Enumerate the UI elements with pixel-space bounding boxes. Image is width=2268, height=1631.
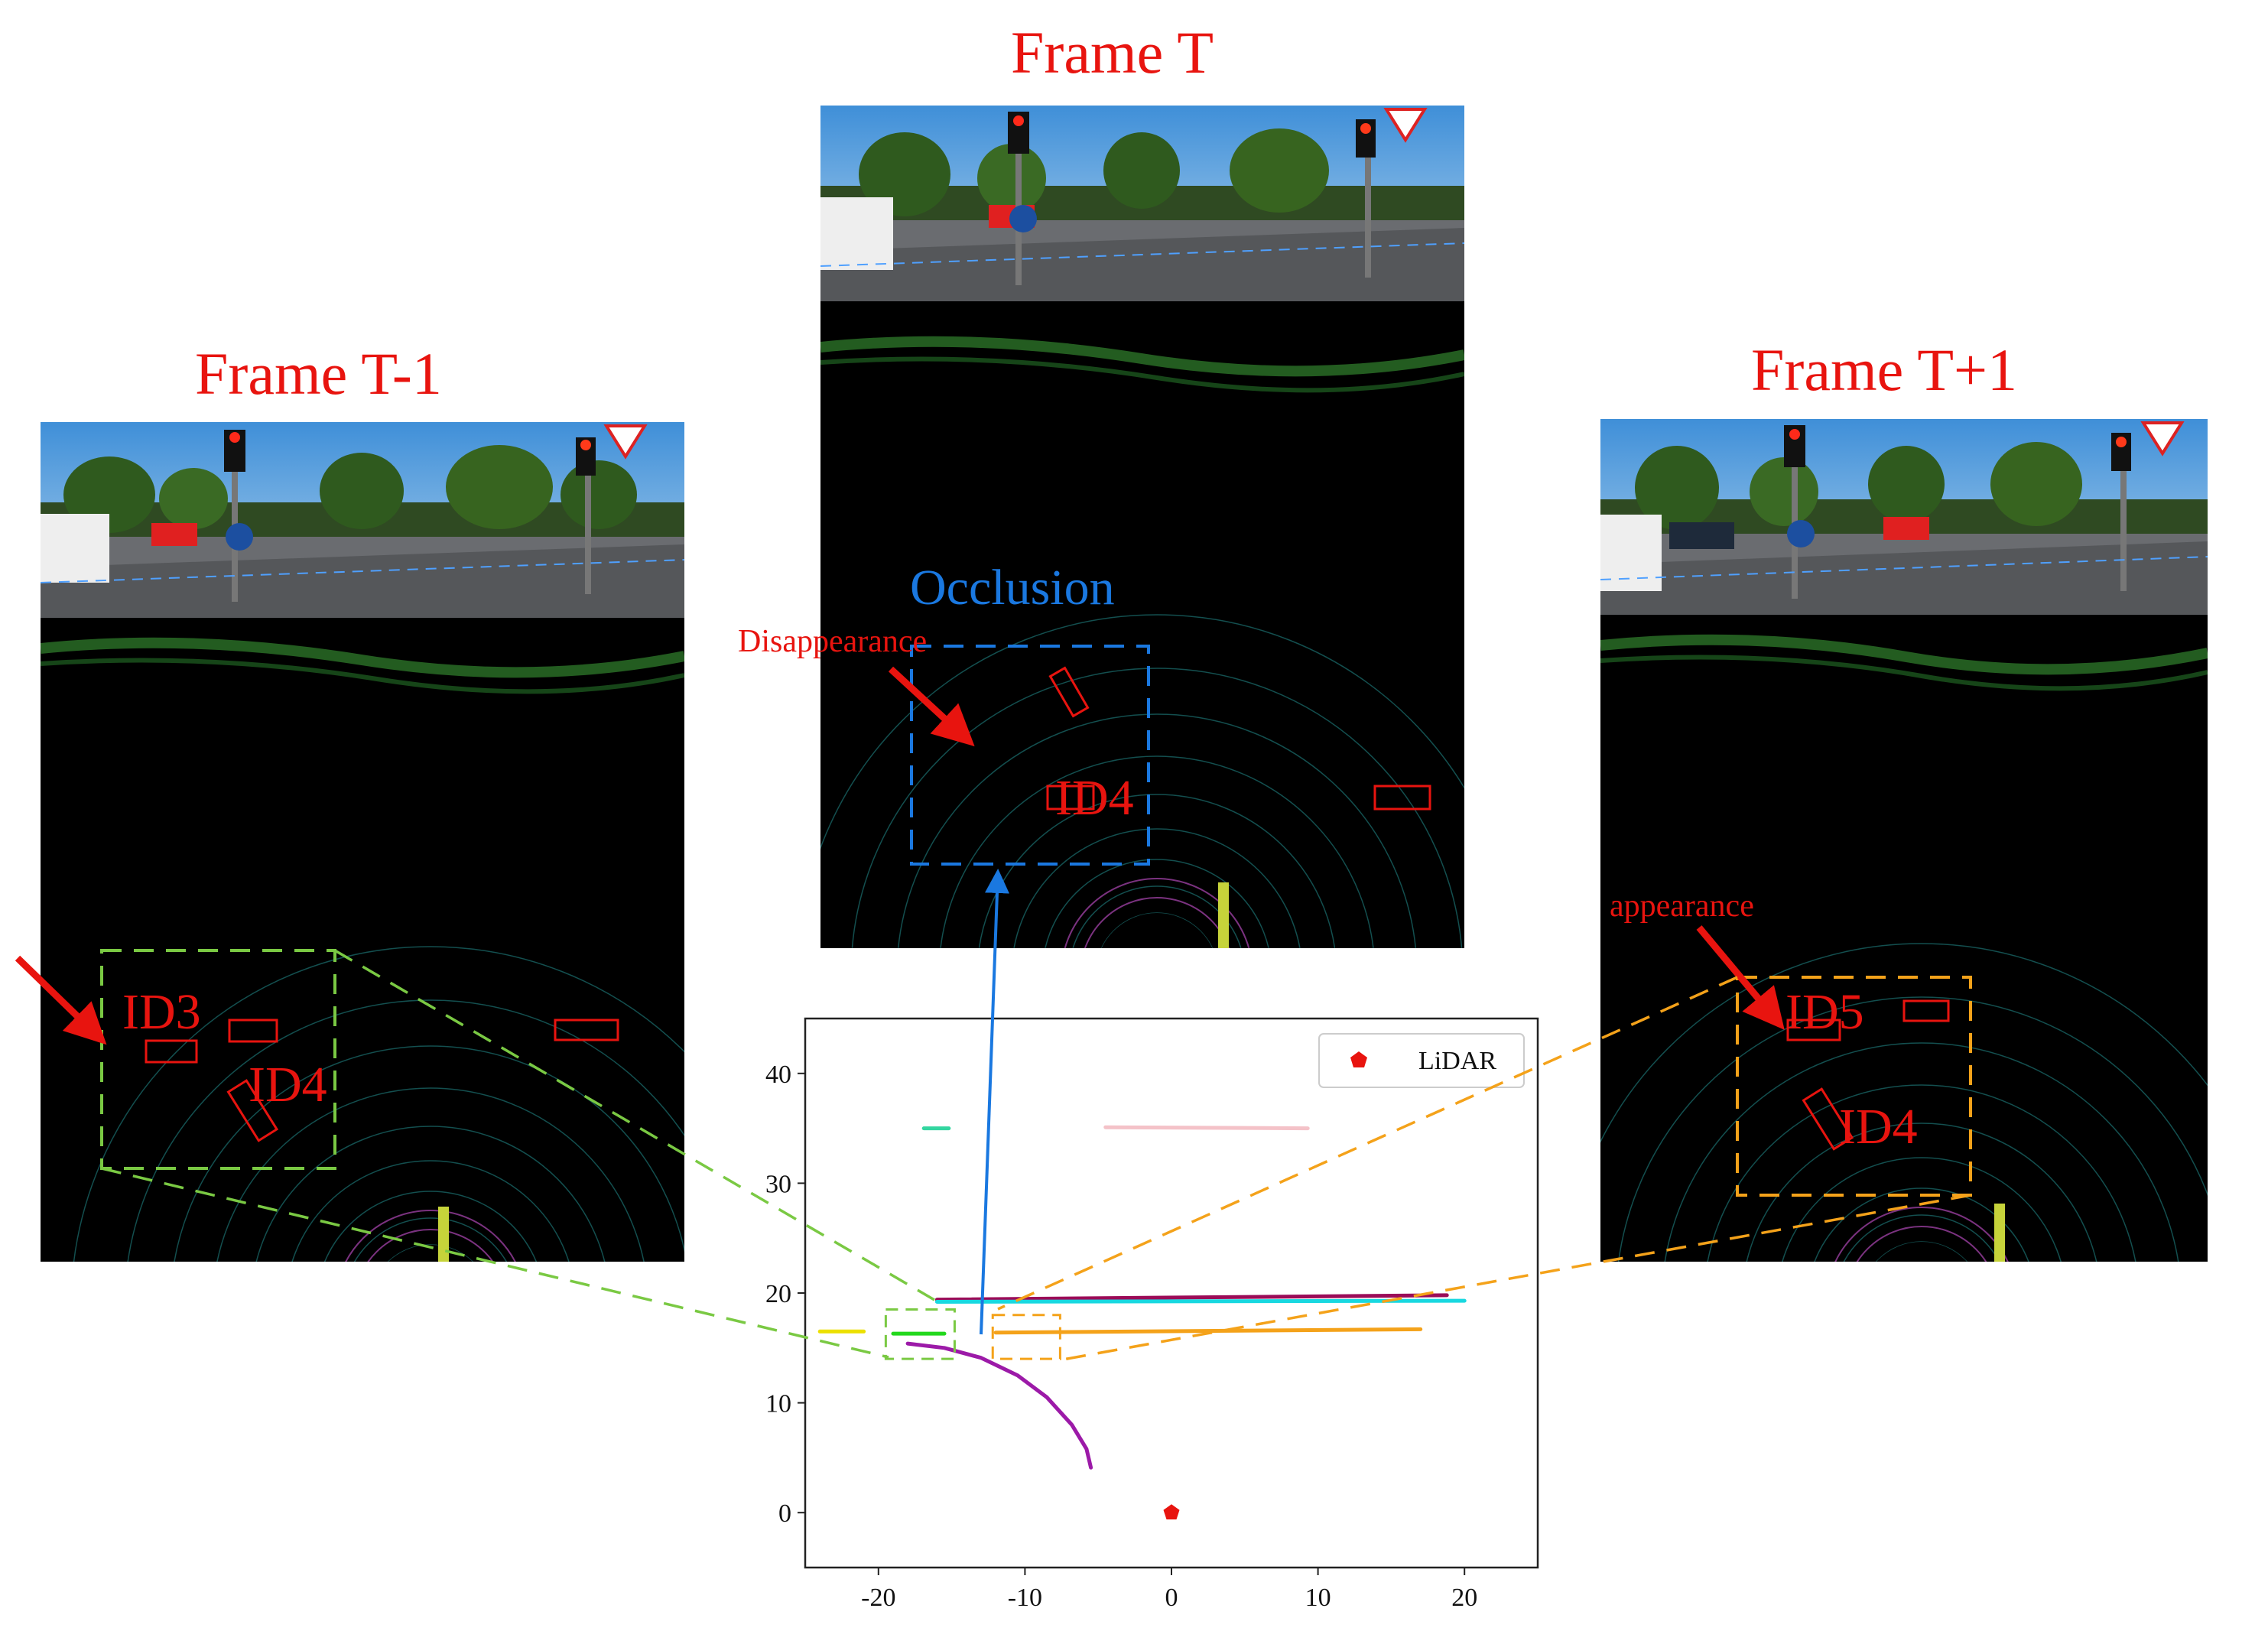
bbox-next-upper [1902,999,1950,1022]
trajectory-line [905,1341,1093,1470]
x-tick-label: 10 [1305,1584,1331,1612]
frame-t-camera-image [820,106,1464,301]
appearance-arrow [1696,925,1785,1030]
y-axis-ticks: 0 10 20 30 40 [765,1061,805,1528]
plot-frame [804,1017,1539,1569]
frame-t-bev-pointcloud [820,301,1464,948]
prev-id3-label: ID3 [122,984,201,1040]
frame-t-minus-1-camera-image [41,422,684,618]
frame-t-minus-1-bev-pointcloud [41,618,684,1262]
occlusion-label: Occlusion [910,560,1115,616]
bbox-curr-mid [1046,785,1095,811]
x-tick-label: 20 [1451,1584,1477,1612]
next-id5-label: ID5 [1785,984,1864,1040]
prev-arrow [15,955,107,1045]
prev-id4-label: ID4 [249,1057,327,1113]
x-axis-ticks: -20 -10 0 10 20 [861,1568,1477,1612]
frame-t-plus-1-camera-image [1600,419,2208,615]
trajectory-plot: -20 -10 0 10 20 0 10 20 30 40 LiDAR [765,1017,1539,1612]
orange-connector-top [997,976,1738,1311]
legend: LiDAR [1318,1033,1525,1088]
legend-box [1318,1033,1525,1088]
frame-t-plus-1-panel [1600,419,2208,1262]
bbox-id4 [226,1079,279,1142]
occlusion-box [910,645,1150,866]
appearance-label: appearance [1610,889,1754,924]
frame-t-title: Frame T [1011,19,1214,86]
frame-t-plus-1-bev-pointcloud [1600,615,2208,1262]
x-tick-label: -20 [861,1584,895,1612]
x-tick-label: -10 [1008,1584,1042,1612]
y-tick-label: 20 [765,1280,791,1308]
occlusion-link-arrow [980,869,1009,1335]
legend-lidar-marker [1350,1051,1367,1067]
disappearance-label: Disappearance [738,624,927,659]
bbox-id5 [1786,1019,1841,1041]
orange-connector-bottom [1062,1194,1971,1361]
bbox-id3 [145,1039,198,1064]
bbox-id4-curr [1048,666,1090,718]
legend-lidar-label: LiDAR [1418,1047,1496,1075]
y-tick-label: 10 [765,1390,791,1418]
bbox-right [554,1019,619,1041]
x-tick-label: 0 [1165,1584,1178,1612]
lidar-marker [1163,1504,1180,1520]
y-tick-label: 30 [765,1170,791,1198]
frame-t-minus-1-panel [41,422,684,1262]
disappearance-arrow [888,666,975,747]
trajectory-line [1103,1125,1310,1131]
next-id4-label: ID4 [1839,1099,1918,1155]
bbox-curr-right [1373,785,1431,811]
bbox-id4-next [1802,1087,1854,1151]
green-connector-top [334,949,935,1301]
prev-tracked-boxes [145,1019,619,1142]
trajectory-line [993,1327,1423,1335]
y-tick-label: 40 [765,1061,791,1089]
frame-t-minus-1-title: Frame T-1 [195,340,442,407]
curr-id4-label: ID4 [1055,770,1134,826]
bbox-upper [228,1019,278,1043]
y-tick-label: 0 [778,1499,791,1528]
zoom-boxes [884,1308,1061,1360]
frame-t-plus-1-title: Frame T+1 [1751,336,2017,403]
green-connector-bottom [101,1167,889,1359]
frame-t-panel [820,106,1464,948]
plot-zoom-box [991,1314,1061,1360]
